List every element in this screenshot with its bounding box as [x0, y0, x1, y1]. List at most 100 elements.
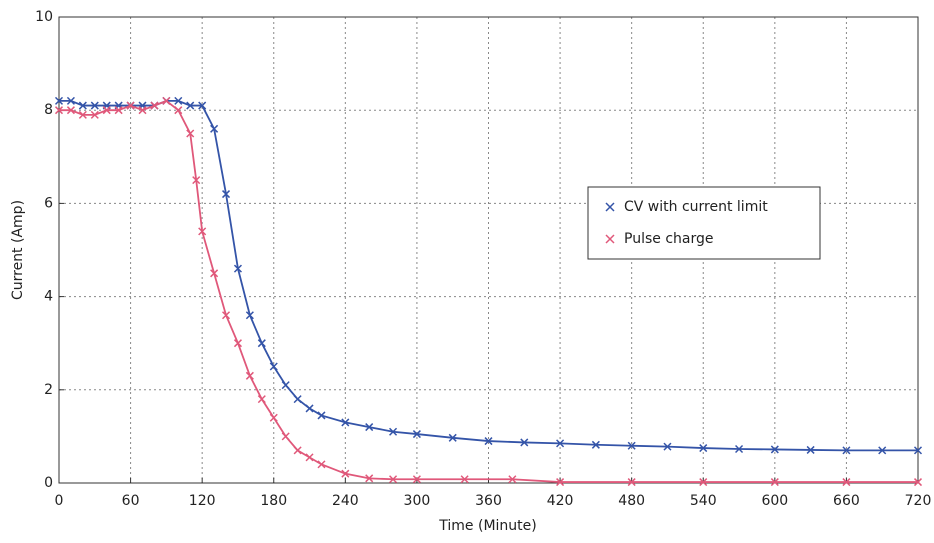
data-point	[78, 101, 87, 110]
data-point	[66, 96, 75, 105]
y-tick-label: 0	[44, 475, 53, 491]
data-point	[305, 453, 314, 462]
data-point	[460, 475, 469, 484]
legend-box	[587, 186, 821, 260]
data-point	[591, 440, 600, 449]
data-point	[389, 475, 398, 484]
legend-marker	[605, 234, 615, 244]
data-point	[54, 106, 64, 115]
data-point	[365, 474, 374, 483]
data-point	[663, 442, 672, 451]
data-point	[341, 418, 350, 427]
data-point	[257, 339, 266, 348]
data-point	[192, 176, 201, 185]
legend-label: CV with current limit	[624, 199, 768, 215]
data-point	[878, 446, 887, 455]
data-point	[221, 190, 231, 199]
data-point	[198, 227, 207, 236]
data-point	[186, 129, 195, 138]
data-point	[293, 446, 302, 455]
x-tick-label: 180	[260, 493, 287, 509]
x-tick-label: 60	[122, 493, 140, 509]
data-point	[66, 106, 75, 115]
data-point	[245, 311, 254, 320]
data-point	[484, 437, 493, 446]
data-point	[162, 96, 171, 105]
data-point	[365, 423, 374, 432]
data-point	[556, 478, 565, 487]
data-point	[90, 101, 99, 110]
data-point	[269, 413, 278, 422]
x-tick-label: 480	[618, 493, 645, 509]
data-point	[233, 339, 242, 348]
series-line	[59, 99, 918, 483]
data-point	[556, 439, 565, 448]
data-point	[627, 478, 636, 487]
x-tick-label: 600	[761, 493, 788, 509]
data-point	[412, 475, 421, 484]
x-tick-label: 300	[404, 493, 431, 509]
x-tick-label: 540	[690, 493, 717, 509]
plot-frame	[58, 16, 919, 484]
data-point	[699, 478, 708, 487]
data-point	[842, 478, 851, 487]
data-point	[305, 404, 314, 413]
data-point	[102, 106, 111, 115]
y-tick-label: 8	[44, 102, 53, 118]
x-tick-label: 360	[475, 493, 502, 509]
data-point	[389, 427, 398, 436]
data-point	[770, 478, 779, 487]
data-point	[508, 475, 517, 484]
data-point	[233, 264, 242, 273]
data-point	[198, 101, 207, 110]
legend-marker	[605, 202, 615, 212]
data-point	[520, 438, 529, 447]
data-point	[257, 395, 266, 404]
data-point	[806, 445, 815, 454]
data-point	[126, 101, 135, 110]
data-point	[735, 444, 744, 454]
data-point	[174, 106, 183, 115]
data-point	[699, 444, 708, 453]
data-point	[54, 96, 64, 105]
data-point	[186, 101, 195, 110]
x-tick-label: 120	[189, 493, 216, 509]
data-point	[210, 124, 219, 133]
data-point	[269, 362, 278, 371]
y-tick-label: 2	[44, 382, 53, 398]
data-point	[138, 106, 147, 115]
x-tick-label: 240	[332, 493, 359, 509]
data-point	[842, 446, 851, 455]
data-point	[281, 432, 290, 441]
y-tick-label: 4	[44, 289, 53, 305]
x-tick-label: 720	[905, 493, 932, 509]
y-axis-label: Current (Amp)	[10, 200, 26, 300]
x-tick-label: 420	[547, 493, 574, 509]
x-tick-label: 0	[55, 493, 64, 509]
data-point	[317, 460, 326, 469]
data-point	[210, 269, 219, 278]
y-tick-label: 6	[44, 195, 53, 211]
data-point	[317, 411, 326, 420]
data-point	[627, 441, 636, 450]
data-point	[913, 446, 923, 455]
data-point	[245, 371, 254, 380]
data-point	[412, 430, 421, 439]
data-point	[448, 433, 457, 442]
legend-label: Pulse charge	[624, 231, 713, 247]
y-tick-label: 10	[35, 9, 53, 25]
data-point	[114, 106, 123, 115]
data-point	[770, 445, 779, 454]
data-point	[174, 96, 183, 105]
data-point	[150, 101, 159, 110]
data-point	[293, 395, 302, 404]
data-point	[913, 478, 923, 487]
data-point	[78, 110, 87, 119]
data-point	[221, 311, 231, 320]
data-point	[341, 469, 350, 478]
data-point	[281, 381, 290, 390]
x-axis-label: Time (Minute)	[438, 518, 536, 534]
x-tick-label: 660	[833, 493, 860, 509]
